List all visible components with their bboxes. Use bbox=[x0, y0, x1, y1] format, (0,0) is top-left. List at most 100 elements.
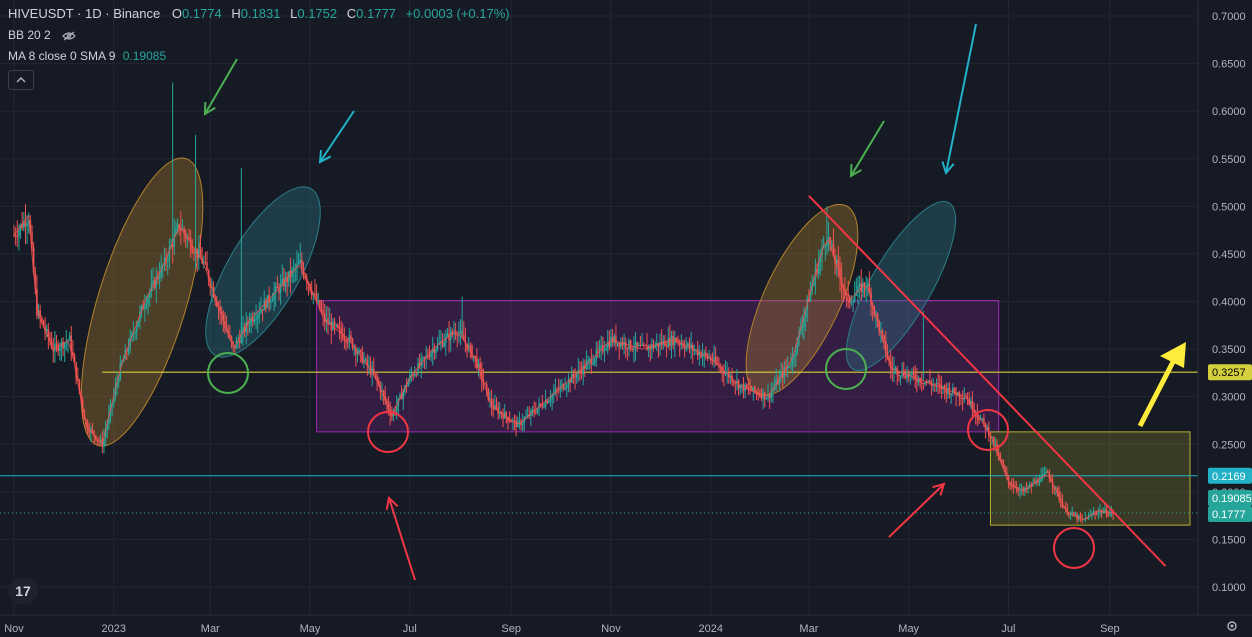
candle-body bbox=[55, 343, 58, 345]
candle-body bbox=[804, 309, 807, 318]
candle-body bbox=[642, 344, 645, 346]
candle-body bbox=[251, 317, 254, 322]
collapse-legend-button[interactable] bbox=[8, 70, 34, 90]
candle-body bbox=[952, 388, 954, 394]
hidden-eye-icon[interactable] bbox=[62, 31, 76, 41]
candle-body bbox=[696, 349, 699, 356]
candle-body bbox=[883, 335, 885, 341]
candle-body bbox=[1095, 513, 1098, 515]
candle-body bbox=[144, 305, 146, 310]
candle-body bbox=[965, 397, 967, 399]
tradingview-logo[interactable]: 17 bbox=[8, 578, 38, 604]
arrow-shaft bbox=[204, 58, 238, 115]
logo-text: 17 bbox=[15, 583, 31, 599]
candle-body bbox=[444, 336, 447, 343]
candle-body bbox=[13, 234, 15, 236]
candle-body bbox=[714, 356, 717, 363]
candle-body bbox=[54, 343, 56, 352]
candle-body bbox=[346, 342, 349, 344]
candle-body bbox=[327, 319, 329, 325]
candle-body bbox=[466, 343, 468, 350]
candle-body bbox=[438, 342, 441, 344]
candle-body bbox=[795, 350, 797, 356]
candle-body bbox=[446, 333, 449, 337]
candle-body bbox=[518, 421, 521, 423]
candle-body bbox=[855, 292, 858, 296]
candle-body bbox=[747, 387, 750, 389]
candle-body bbox=[384, 395, 387, 401]
candle-body bbox=[278, 288, 280, 293]
candle-body bbox=[320, 309, 323, 312]
candle-body bbox=[603, 350, 606, 352]
candle-body bbox=[531, 410, 534, 412]
candle-body bbox=[1048, 472, 1051, 479]
candle-body bbox=[24, 221, 27, 227]
x-tick-label: 2023 bbox=[102, 623, 126, 635]
candle-body bbox=[510, 421, 513, 423]
candle-body bbox=[561, 384, 563, 387]
candle-body bbox=[754, 387, 756, 392]
x-tick-label: Jul bbox=[1001, 623, 1015, 635]
indicator-bb[interactable]: BB 20 2 bbox=[8, 28, 76, 42]
candle-body bbox=[888, 357, 890, 361]
candle-body bbox=[269, 301, 272, 303]
candle-body bbox=[127, 348, 130, 352]
ohlc-close-value: 0.1777 bbox=[356, 6, 396, 21]
candle-body bbox=[181, 228, 184, 230]
price-label: 0.19085 bbox=[1212, 493, 1252, 505]
candle-body bbox=[894, 368, 897, 370]
candle-body bbox=[948, 388, 951, 396]
candle-body bbox=[281, 278, 284, 284]
candle-body bbox=[647, 346, 650, 351]
arrow-head bbox=[385, 496, 399, 510]
candle-body bbox=[757, 392, 760, 396]
candle-body bbox=[783, 367, 786, 378]
arrow-head bbox=[941, 161, 955, 176]
candle-body bbox=[767, 394, 769, 399]
candle-body bbox=[791, 357, 794, 365]
candle-body bbox=[137, 321, 140, 327]
candle-body bbox=[752, 387, 755, 392]
candle-body bbox=[454, 333, 457, 336]
candle-body bbox=[536, 408, 539, 413]
price-label-bg bbox=[1208, 506, 1252, 522]
range-bottom-circle bbox=[367, 411, 409, 453]
candle-body bbox=[14, 235, 17, 237]
arrow-shaft bbox=[319, 110, 355, 163]
candle-body bbox=[858, 283, 861, 287]
settings-gear-icon[interactable] bbox=[1225, 619, 1239, 633]
candle-body bbox=[471, 346, 473, 358]
indicator-ma[interactable]: MA 8 close 0 SMA 9 0.19085 bbox=[8, 49, 166, 63]
indicator-ma-value: 0.19085 bbox=[122, 49, 167, 63]
price-axis: 0.10000.15000.20000.25000.30000.35000.40… bbox=[1197, 0, 1252, 637]
y-tick-label: 0.4000 bbox=[1212, 297, 1246, 309]
chevron-up-icon bbox=[16, 77, 26, 83]
candle-body bbox=[826, 241, 828, 246]
candle-body bbox=[489, 399, 491, 401]
candle-body bbox=[180, 228, 182, 230]
candle-body bbox=[34, 272, 37, 289]
candle-body bbox=[773, 386, 776, 390]
symbol-name[interactable]: HIVEUSDT · 1D · Binance bbox=[8, 6, 161, 21]
candle-body bbox=[265, 300, 267, 309]
candle-body bbox=[700, 352, 702, 357]
y-tick-label: 0.4500 bbox=[1212, 249, 1246, 261]
candle-body bbox=[690, 345, 692, 348]
candle-body bbox=[171, 245, 174, 248]
candle-body bbox=[443, 342, 445, 347]
candle-body bbox=[145, 303, 148, 306]
candle-body bbox=[73, 355, 76, 363]
candle-body bbox=[703, 352, 706, 356]
candle-body bbox=[695, 349, 697, 351]
candle-body bbox=[564, 387, 566, 390]
candle-body bbox=[93, 431, 95, 436]
candle-body bbox=[386, 400, 388, 404]
candle-body bbox=[866, 284, 869, 287]
candle-body bbox=[691, 345, 694, 351]
candle-body bbox=[644, 345, 647, 347]
candle-body bbox=[884, 340, 887, 354]
candle-body bbox=[688, 343, 691, 348]
candle-body bbox=[567, 379, 570, 386]
candle-body bbox=[271, 300, 274, 302]
